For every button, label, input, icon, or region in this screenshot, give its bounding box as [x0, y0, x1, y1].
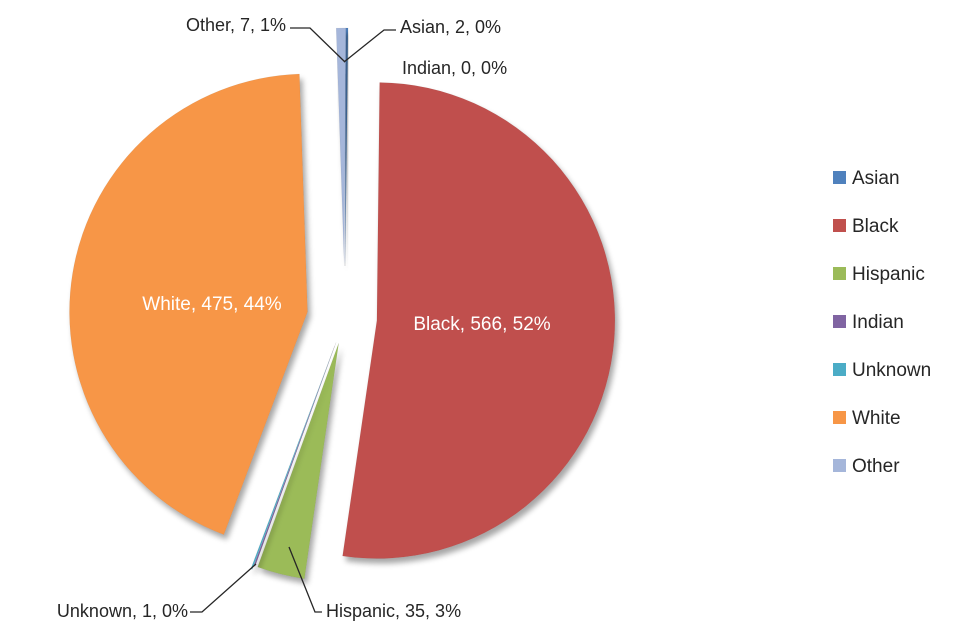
legend-swatch-other: [833, 459, 846, 472]
pie-slice-other: [335, 27, 347, 267]
pie-slice-hispanic: [257, 343, 339, 580]
legend-swatch-indian: [833, 315, 846, 328]
data-label-other: Other, 7, 1%: [186, 15, 286, 35]
data-label-asian: Asian, 2, 0%: [400, 17, 501, 37]
leader-lines: [190, 27, 396, 613]
leader-line-other: [290, 27, 346, 63]
leader-line-asian: [343, 29, 396, 63]
legend-label-black: Black: [852, 216, 899, 237]
leader-line-unknown: [190, 563, 257, 613]
data-labels: Asian, 2, 0% Black, 566, 52% Hispanic, 35,…: [57, 15, 551, 621]
legend-swatch-asian: [833, 171, 846, 184]
pie-slice-white: [69, 73, 308, 535]
legend: Asian Black Hispanic Indian Unknown White Othe…: [833, 168, 931, 477]
legend-swatch-white: [833, 411, 846, 424]
pie-slice-black: [342, 82, 616, 559]
legend-swatch-hispanic: [833, 267, 846, 280]
legend-label-indian: Indian: [852, 312, 904, 333]
data-label-indian: Indian, 0, 0%: [402, 58, 507, 78]
legend-swatch-unknown: [833, 363, 846, 376]
legend-label-white: White: [852, 408, 901, 429]
leader-line-hispanic: [288, 546, 322, 613]
data-label-hispanic: Hispanic, 35, 3%: [326, 601, 461, 621]
data-label-white: White, 475, 44%: [142, 294, 282, 315]
legend-label-other: Other: [852, 456, 900, 477]
legend-label-unknown: Unknown: [852, 360, 931, 381]
legend-label-hispanic: Hispanic: [852, 264, 925, 285]
data-label-black: Black, 566, 52%: [413, 314, 550, 335]
data-label-unknown: Unknown, 1, 0%: [57, 601, 188, 621]
legend-label-asian: Asian: [852, 168, 900, 189]
legend-swatch-black: [833, 219, 846, 232]
pie-slices: [69, 27, 616, 580]
